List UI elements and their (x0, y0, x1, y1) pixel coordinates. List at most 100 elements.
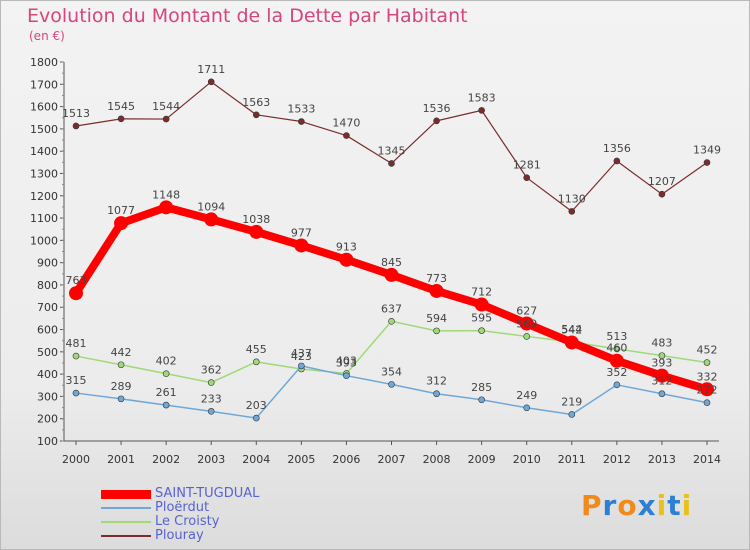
data-label-saint-tugdual-2001: 1077 (107, 204, 135, 217)
x-tick-label-2001: 2001 (107, 453, 135, 466)
x-tick-label-2011: 2011 (558, 453, 586, 466)
y-tick-label-600: 600 (37, 324, 58, 337)
data-label-plouray-2014: 1349 (693, 144, 721, 157)
y-tick-label-1600: 1600 (30, 101, 58, 114)
data-point-saint-tugdual-2006 (339, 252, 354, 267)
data-label-plo-rdut-2012: 352 (606, 366, 627, 379)
data-label-plo-rdut-2000: 315 (66, 374, 87, 387)
data-label-plo-rdut-2004: 203 (246, 399, 267, 412)
y-tick-label-900: 900 (37, 257, 58, 270)
logo-letter: o (617, 489, 638, 522)
data-label-saint-tugdual-2004: 1038 (242, 213, 270, 226)
data-point-le-croisty-2012 (613, 345, 621, 353)
data-point-saint-tugdual-2007 (384, 267, 399, 282)
logo-letter: x (637, 489, 657, 522)
data-point-plo-rdut-2002 (162, 401, 170, 409)
y-tick-label-1800: 1800 (30, 56, 58, 69)
data-label-plouray-2000: 1513 (62, 107, 90, 120)
data-label-saint-tugdual-2012: 460 (606, 342, 627, 355)
data-point-le-croisty-2003 (207, 379, 215, 386)
x-tick-label-2002: 2002 (152, 453, 180, 466)
data-point-plouray-2005 (298, 118, 305, 125)
data-label-le-croisty-2000: 481 (66, 337, 87, 350)
y-tick-label-300: 300 (37, 390, 58, 403)
data-label-le-croisty-2001: 442 (111, 346, 132, 359)
x-tick-label-2004: 2004 (242, 453, 270, 466)
y-tick-label-1500: 1500 (30, 123, 58, 136)
data-point-le-croisty-2010 (523, 333, 531, 340)
data-label-saint-tugdual-2013: 393 (651, 357, 672, 370)
data-point-le-croisty-2013 (658, 352, 666, 359)
data-point-plouray-2011 (568, 208, 576, 215)
logo-letter: i (656, 489, 668, 522)
data-label-plouray-2003: 1711 (197, 63, 225, 76)
data-label-plouray-2005: 1533 (287, 103, 315, 116)
data-label-saint-tugdual-2009: 712 (471, 286, 492, 299)
data-label-saint-tugdual-2011: 542 (561, 323, 582, 336)
legend-label: Plouray (155, 528, 204, 543)
data-label-plouray-2012: 1356 (603, 142, 631, 155)
data-point-saint-tugdual-2003 (204, 212, 219, 227)
data-label-plo-rdut-2002: 261 (156, 386, 177, 399)
x-tick-label-2014: 2014 (693, 453, 721, 466)
data-point-plouray-2010 (523, 174, 531, 182)
data-label-le-croisty-2011: 544 (561, 323, 582, 336)
y-tick-label-200: 200 (37, 413, 58, 426)
y-tick-label-1100: 1100 (30, 212, 58, 225)
data-point-plouray-2013 (658, 190, 666, 198)
legend-label: SAINT-TUGDUAL (155, 486, 260, 501)
data-label-saint-tugdual-2003: 1094 (197, 200, 225, 213)
y-tick-label-1200: 1200 (30, 190, 58, 203)
data-label-plo-rdut-2013: 312 (651, 375, 672, 388)
data-label-plo-rdut-2001: 289 (111, 380, 132, 393)
y-tick-label-700: 700 (37, 301, 58, 314)
data-label-le-croisty-2012: 513 (606, 330, 627, 343)
data-point-saint-tugdual-2001 (114, 216, 129, 231)
data-label-le-croisty-2004: 455 (246, 343, 267, 356)
data-label-le-croisty-2009: 595 (471, 312, 492, 325)
data-point-plouray-2009 (478, 107, 485, 114)
data-point-saint-tugdual-2004 (249, 224, 264, 239)
data-label-le-croisty-2014: 452 (697, 344, 718, 357)
y-tick-label-1300: 1300 (30, 167, 58, 180)
data-label-le-croisty-2006: 403 (336, 354, 357, 367)
legend-label: Ploërdut (155, 500, 210, 515)
data-label-saint-tugdual-2010: 627 (516, 305, 537, 318)
y-tick-label-100: 100 (37, 435, 58, 448)
data-point-plouray-2014 (703, 159, 711, 166)
legend-label: Le Croisty (155, 514, 220, 529)
data-point-le-croisty-2014 (703, 359, 711, 366)
data-label-plo-rdut-2010: 249 (516, 389, 537, 402)
data-label-plouray-2007: 1345 (378, 144, 406, 157)
data-point-saint-tugdual-2008 (429, 283, 444, 298)
data-label-plouray-2010: 1281 (513, 159, 541, 172)
data-point-le-croisty-2001 (117, 361, 125, 369)
data-point-le-croisty-2009 (478, 327, 485, 334)
data-point-saint-tugdual-2014 (700, 382, 714, 397)
data-point-saint-tugdual-2005 (294, 238, 309, 253)
y-tick-label-1000: 1000 (30, 234, 58, 247)
data-label-plo-rdut-2006: 393 (336, 357, 357, 370)
data-point-saint-tugdual-2010 (519, 316, 534, 331)
data-point-plo-rdut-2011 (568, 411, 576, 418)
data-label-le-croisty-2005: 423 (291, 350, 312, 363)
data-point-plo-rdut-2012 (613, 381, 621, 389)
legend-swatch (101, 489, 151, 499)
data-point-le-croisty-2004 (252, 358, 260, 366)
data-label-le-croisty-2010: 569 (516, 317, 537, 330)
data-label-plo-rdut-2009: 285 (471, 381, 492, 394)
chart-title: Evolution du Montant de la Dette par Hab… (27, 5, 468, 27)
data-point-plouray-2002 (162, 115, 170, 123)
data-point-le-croisty-2007 (388, 317, 395, 325)
x-tick-label-2000: 2000 (62, 453, 90, 466)
x-tick-label-2012: 2012 (603, 453, 631, 466)
data-point-le-croisty-2002 (162, 370, 170, 377)
data-label-saint-tugdual-2002: 1148 (152, 188, 180, 201)
data-point-plo-rdut-2005 (298, 362, 305, 370)
data-label-plouray-2009: 1583 (468, 91, 496, 104)
data-point-plouray-2001 (117, 115, 125, 123)
data-label-plouray-2006: 1470 (332, 117, 360, 130)
data-label-plo-rdut-2014: 272 (697, 384, 718, 397)
